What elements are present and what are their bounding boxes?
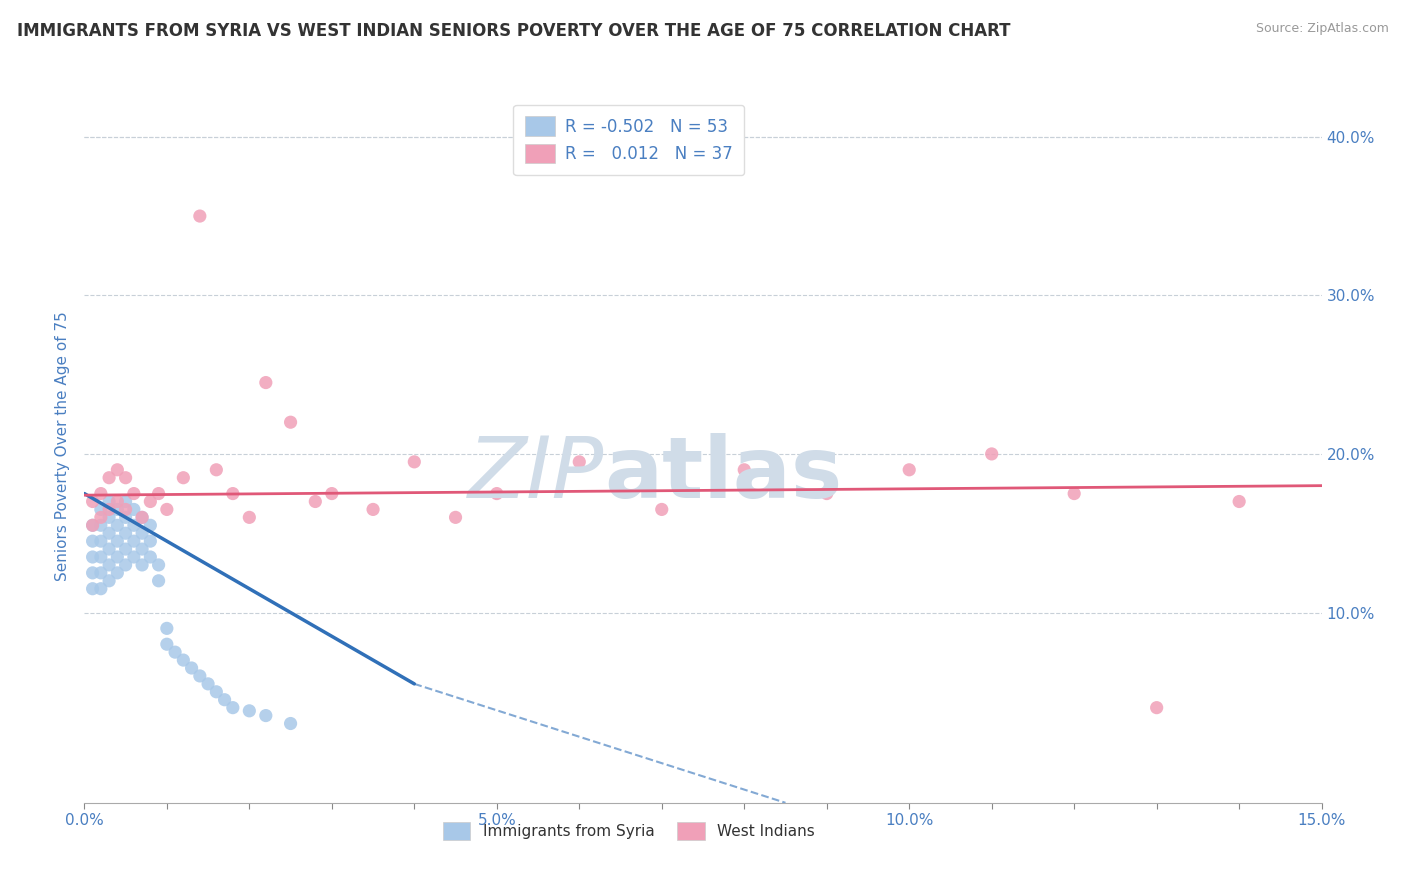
Point [98,542,121,557]
Point [485,486,508,500]
Point [114,471,136,485]
Point [156,502,179,516]
Text: ZIP: ZIP [468,433,605,516]
Point [238,704,260,718]
Point [205,685,228,699]
Point [148,558,170,572]
Point [90,582,112,596]
Point [321,486,343,500]
Point [139,549,162,564]
Point [98,471,121,485]
Point [114,510,136,524]
Point [1063,486,1085,500]
Point [304,494,326,508]
Point [131,542,153,557]
Point [82,566,104,580]
Point [172,653,194,667]
Point [98,510,121,524]
Point [98,526,121,541]
Point [105,463,128,477]
Point [98,574,121,588]
Point [172,471,194,485]
Point [139,494,162,508]
Point [114,526,136,541]
Point [105,502,128,516]
Text: IMMIGRANTS FROM SYRIA VS WEST INDIAN SENIORS POVERTY OVER THE AGE OF 75 CORRELAT: IMMIGRANTS FROM SYRIA VS WEST INDIAN SEN… [17,22,1011,40]
Point [82,582,104,596]
Point [131,510,153,524]
Point [90,549,112,564]
Point [1227,494,1250,508]
Point [165,645,187,659]
Point [222,700,245,714]
Point [122,486,145,500]
Point [254,708,277,723]
Point [114,558,136,572]
Point [90,518,112,533]
Point [90,486,112,500]
Point [114,542,136,557]
Point [131,510,153,524]
Point [98,558,121,572]
Point [197,677,219,691]
Point [98,494,121,508]
Point [238,510,260,524]
Point [214,692,236,706]
Point [131,526,153,541]
Point [98,502,121,516]
Point [280,716,302,731]
Point [404,455,426,469]
Point [1146,700,1168,714]
Point [568,455,591,469]
Point [444,510,467,524]
Point [90,534,112,549]
Point [148,486,170,500]
Point [82,549,104,564]
Point [82,534,104,549]
Point [122,502,145,516]
Point [280,415,302,429]
Point [105,494,128,508]
Point [188,669,211,683]
Point [82,518,104,533]
Point [898,463,921,477]
Point [980,447,1002,461]
Legend: Immigrants from Syria, West Indians: Immigrants from Syria, West Indians [433,813,824,848]
Point [156,621,179,635]
Point [105,518,128,533]
Point [90,510,112,524]
Point [148,574,170,588]
Point [651,502,673,516]
Point [222,486,245,500]
Point [90,502,112,516]
Point [139,534,162,549]
Point [815,486,838,500]
Point [82,518,104,533]
Point [139,518,162,533]
Point [122,534,145,549]
Point [131,558,153,572]
Point [122,549,145,564]
Text: atlas: atlas [605,433,842,516]
Point [361,502,384,516]
Point [105,549,128,564]
Point [90,566,112,580]
Point [733,463,755,477]
Point [254,376,277,390]
Point [188,209,211,223]
Point [105,566,128,580]
Point [205,463,228,477]
Y-axis label: Seniors Poverty Over the Age of 75: Seniors Poverty Over the Age of 75 [55,311,70,581]
Point [180,661,202,675]
Point [114,502,136,516]
Point [105,534,128,549]
Point [156,637,179,651]
Point [122,518,145,533]
Text: Source: ZipAtlas.com: Source: ZipAtlas.com [1256,22,1389,36]
Point [82,494,104,508]
Point [114,494,136,508]
